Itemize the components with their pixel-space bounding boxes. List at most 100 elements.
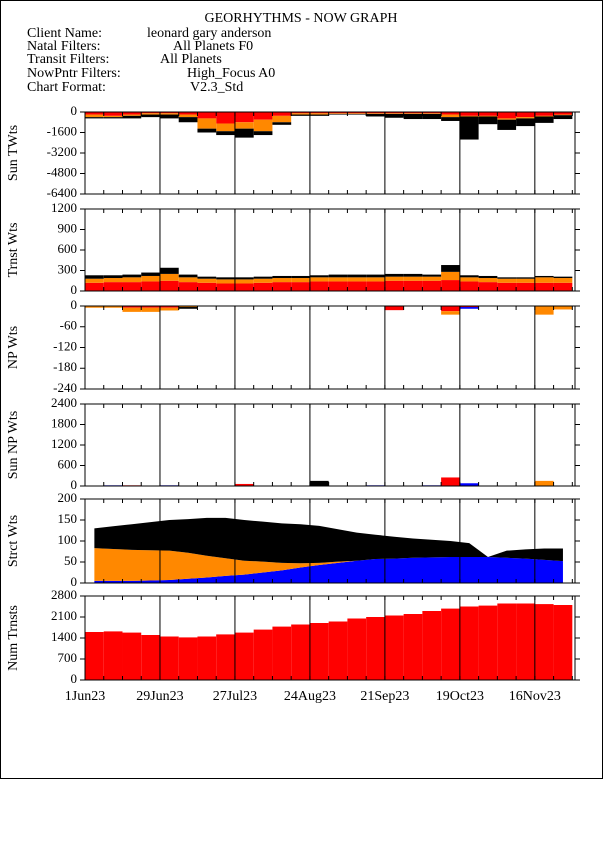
y-tick-label: 50 [64,553,77,568]
area [94,548,563,581]
bar [272,122,292,125]
bar [85,117,104,119]
bar [122,274,142,278]
bar [272,278,292,283]
bar [291,113,310,115]
y-tick-label: 700 [58,650,78,665]
bar [441,477,460,486]
bar [497,119,517,130]
bar [441,306,460,312]
bar [534,282,554,291]
bar [178,117,198,123]
y-tick-label: 0 [71,297,78,312]
bar [497,603,517,680]
field-value: leonard gary anderson [147,26,271,41]
bar [422,113,442,120]
bar [553,306,573,310]
bar [178,274,198,278]
y-axis-label: NP Wts [6,326,21,369]
bar [366,113,385,114]
field-value: High_Focus A0 [187,66,275,81]
y-tick-label: 1200 [51,436,77,451]
bar [216,277,235,280]
y-tick-label: -240 [53,380,77,395]
bar [459,275,479,278]
bar [366,274,385,278]
bar [366,281,385,291]
bar [347,112,367,114]
y-tick-label: 1400 [51,629,77,644]
bar [534,480,554,486]
y-tick-label: -3200 [47,144,77,159]
bar [309,113,329,115]
bar [384,273,404,277]
bar [309,275,329,278]
bar [459,116,479,140]
y-tick-label: 300 [58,261,78,276]
bar [272,275,292,279]
bar [309,277,329,282]
bar [216,131,235,136]
bar [516,603,535,680]
bar [459,277,479,282]
bar [103,112,123,116]
field-value: V2.3_Std [190,80,243,95]
bar [272,282,292,291]
bar [347,281,367,291]
bar [553,115,573,120]
bar [403,276,423,281]
bar [516,118,535,127]
bar [141,635,160,680]
bar [534,604,554,680]
bar [272,112,292,116]
bar [403,113,423,120]
bar [159,114,179,119]
y-tick-label: -1600 [47,123,77,138]
bar [159,267,179,274]
bar [478,112,498,116]
bar [103,275,123,279]
bar [197,118,217,129]
bar [534,306,554,315]
bar [553,282,573,291]
bar [553,605,573,680]
panel-frame [84,305,576,390]
y-tick-label: -120 [53,338,77,353]
bar [234,632,254,680]
bar [459,281,479,291]
y-tick-label: -6400 [47,185,77,200]
bar [459,483,479,486]
bar [122,306,142,308]
bar [478,282,498,291]
bar [403,112,423,114]
bar [459,112,479,116]
x-tick-label: 24Aug23 [284,689,336,704]
title: GEORHYTHMS - NOW GRAPH [204,11,397,26]
x-tick-label: 21Sep23 [360,689,409,704]
bar [347,274,367,278]
bar [328,113,348,114]
bar [328,112,348,114]
y-tick-label: 0 [71,282,78,297]
bar [441,265,460,272]
bar [234,128,254,138]
bar [309,114,329,116]
y-tick-label: 150 [58,511,78,526]
y-tick-label: 0 [71,103,78,118]
bar [141,112,160,114]
bar [516,277,535,279]
bar [478,275,498,279]
field-label: NowPntr Filters: [27,66,121,81]
bar [122,277,142,283]
bar [291,624,310,680]
bar [291,282,310,291]
bar [328,281,348,291]
y-tick-label: 200 [58,490,78,505]
bar [309,281,329,291]
bar [309,480,329,486]
y-tick-label: 100 [58,532,78,547]
x-tick-label: 29Jun23 [136,689,183,704]
bar [141,275,160,282]
x-tick-label: 16Nov23 [509,689,561,704]
